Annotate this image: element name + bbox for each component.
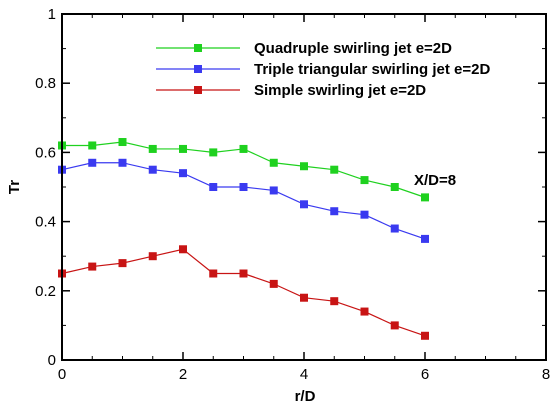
series-2 <box>58 158 429 243</box>
legend: Quadruple swirling jet e=2D Triple triang… <box>156 40 490 99</box>
y-tick-label: 0 <box>48 352 56 369</box>
y-tick-label: 0.4 <box>35 214 56 231</box>
data-point <box>148 252 157 261</box>
data-point <box>390 224 399 233</box>
data-point <box>269 279 278 288</box>
data-point <box>118 259 127 268</box>
plot-marks <box>58 138 429 340</box>
data-point <box>300 293 308 302</box>
legend-label: Triple triangular swirling jet e=2D <box>254 61 490 78</box>
data-point <box>269 186 278 195</box>
data-point <box>421 193 429 202</box>
data-point <box>88 158 97 167</box>
data-point <box>360 210 369 219</box>
x-tick-label: 6 <box>421 366 429 383</box>
data-point <box>360 307 369 316</box>
data-point <box>118 158 127 167</box>
data-point <box>88 262 97 271</box>
annotation-xd: X/D=8 <box>414 172 456 189</box>
data-point <box>360 176 369 185</box>
data-point <box>421 331 429 340</box>
series-line <box>61 248 426 337</box>
x-axis-title: r/D <box>295 388 316 405</box>
data-point <box>209 148 218 157</box>
data-point <box>209 269 218 278</box>
data-point <box>148 165 157 174</box>
data-point <box>300 200 308 209</box>
legend-marker <box>194 65 202 73</box>
y-tick-label: 0.8 <box>35 75 56 92</box>
data-point <box>118 138 127 147</box>
y-tick-label: 0.2 <box>35 283 56 300</box>
y-tick-label: 1 <box>48 6 56 23</box>
data-point <box>390 321 399 330</box>
data-point <box>209 183 218 191</box>
data-point <box>239 144 248 153</box>
x-tick-label: 8 <box>542 366 550 383</box>
x-tick-label: 0 <box>58 366 66 383</box>
legend-entry: Triple triangular swirling jet e=2D <box>156 61 490 78</box>
legend-marker <box>194 86 202 94</box>
legend-marker <box>194 44 202 52</box>
y-axis-title: Tr <box>6 180 23 194</box>
series-3 <box>58 245 429 340</box>
data-point <box>179 169 187 178</box>
x-tick-label: 4 <box>300 366 308 383</box>
y-tick-label: 0.6 <box>35 144 56 161</box>
legend-label: Simple swirling jet e=2D <box>254 82 426 99</box>
data-point <box>269 158 278 167</box>
legend-entry: Simple swirling jet e=2D <box>156 82 426 99</box>
legend-entry: Quadruple swirling jet e=2D <box>156 40 452 57</box>
data-point <box>179 144 187 153</box>
data-point <box>239 183 248 191</box>
data-point <box>179 245 187 254</box>
axis-ticks: 0 2 4 6 8 0 0.2 0.4 0.6 0.8 1 <box>35 6 550 383</box>
data-point <box>330 207 339 216</box>
x-tick-label: 2 <box>179 366 187 383</box>
data-point <box>330 297 339 306</box>
series-line <box>61 162 426 240</box>
legend-label: Quadruple swirling jet e=2D <box>254 40 452 57</box>
data-point <box>300 162 308 171</box>
series-1 <box>58 138 429 202</box>
data-point <box>390 183 399 191</box>
data-point <box>421 234 429 243</box>
data-point <box>330 165 339 174</box>
data-point <box>148 144 157 153</box>
data-point <box>88 141 97 150</box>
data-point <box>239 269 248 278</box>
